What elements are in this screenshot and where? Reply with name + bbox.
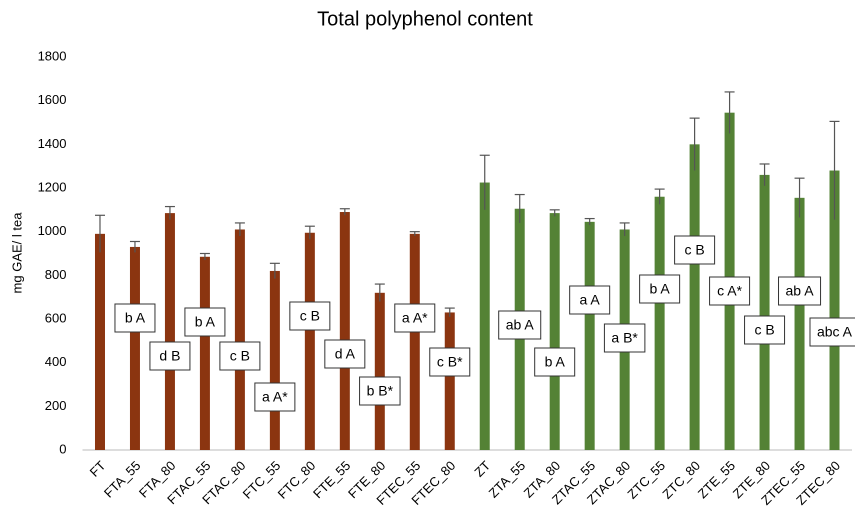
- annotation: b A: [125, 310, 146, 326]
- annotation: b A: [650, 281, 671, 297]
- annotation-box: [289, 301, 331, 331]
- y-tick-label: 200: [45, 398, 67, 413]
- annotation-box: [324, 339, 366, 369]
- annotation: ab A: [506, 317, 535, 333]
- annotation: d A: [335, 346, 356, 362]
- chart-title: Total polyphenol content: [317, 8, 533, 30]
- bar: [409, 233, 420, 450]
- annotation: a A*: [262, 389, 288, 405]
- y-tick-label: 800: [45, 267, 67, 282]
- annotation-box: [569, 285, 611, 315]
- annotation: ab A: [786, 283, 815, 299]
- bar: [794, 197, 805, 450]
- annotation-box: [603, 323, 646, 353]
- annotation: c B: [230, 348, 250, 364]
- x-tick-label: ZTC_55: [624, 458, 668, 502]
- annotation-box: [744, 315, 786, 345]
- bar: [374, 292, 385, 450]
- bar: [549, 213, 560, 450]
- annotation: d B: [159, 348, 180, 364]
- x-tick-label: ZTA_55: [486, 458, 529, 501]
- bar: [479, 182, 490, 450]
- bar: [759, 174, 770, 450]
- annotation: c B: [300, 308, 320, 324]
- annotation-box: [219, 341, 261, 371]
- y-tick-label: 1000: [38, 223, 67, 238]
- y-tick-label: 400: [45, 354, 67, 369]
- annotation-box: [674, 235, 716, 265]
- annotation: abc A: [817, 324, 853, 340]
- y-axis-label: mg GAE/ l tea: [9, 212, 24, 294]
- annotation-box: [778, 276, 822, 306]
- annotation: b A: [195, 314, 216, 330]
- annotation-box: [639, 274, 681, 304]
- annotation: a B*: [611, 330, 638, 346]
- y-tick-label: 1200: [38, 179, 67, 194]
- bar: [304, 232, 315, 450]
- bar: [584, 221, 595, 450]
- annotation-box: [498, 310, 542, 340]
- annotation-box: [394, 303, 436, 333]
- bar: [94, 233, 105, 450]
- bar: [654, 196, 665, 450]
- annotation-box: [809, 317, 855, 347]
- y-tick-label: 1600: [38, 92, 67, 107]
- annotation-box: [184, 307, 226, 337]
- bar: [129, 246, 140, 450]
- annotation: a A*: [402, 310, 428, 326]
- y-tick-label: 0: [59, 441, 66, 456]
- annotation: c B*: [437, 354, 463, 370]
- x-tick-label: ZTE_55: [695, 458, 738, 501]
- annotation: b A: [545, 354, 566, 370]
- annotation: c B: [684, 242, 704, 258]
- annotation-box: [709, 276, 751, 306]
- annotation-box: [534, 347, 576, 377]
- x-tick-label: FTE_55: [310, 458, 353, 501]
- x-tick-label: FTC_55: [240, 458, 284, 502]
- annotation-box: [429, 347, 471, 377]
- annotation-box: [149, 341, 191, 371]
- annotation: b B*: [367, 383, 394, 399]
- bar: [339, 212, 350, 450]
- bar: [234, 229, 245, 450]
- bar: [269, 270, 280, 450]
- annotation: c A*: [717, 283, 742, 299]
- y-tick-label: 1800: [38, 48, 67, 63]
- y-tick-label: 1400: [38, 136, 67, 151]
- bar: [689, 144, 700, 451]
- bar: [444, 312, 455, 450]
- x-tick-label: ZTC_80: [659, 458, 703, 502]
- x-tick-label: FTC_80: [275, 458, 319, 502]
- annotation: a A: [580, 292, 601, 308]
- bar: [829, 170, 840, 451]
- bar: [164, 213, 175, 450]
- y-tick-label: 600: [45, 310, 67, 325]
- annotation-box: [359, 376, 401, 406]
- x-tick-label: FTA_55: [101, 458, 144, 501]
- x-tick-label: ZT: [471, 458, 493, 480]
- annotation: c B: [754, 322, 774, 338]
- annotation-box: [114, 303, 156, 333]
- x-tick-label: FT: [87, 458, 109, 480]
- annotation-box: [254, 382, 296, 412]
- bar: [199, 256, 210, 450]
